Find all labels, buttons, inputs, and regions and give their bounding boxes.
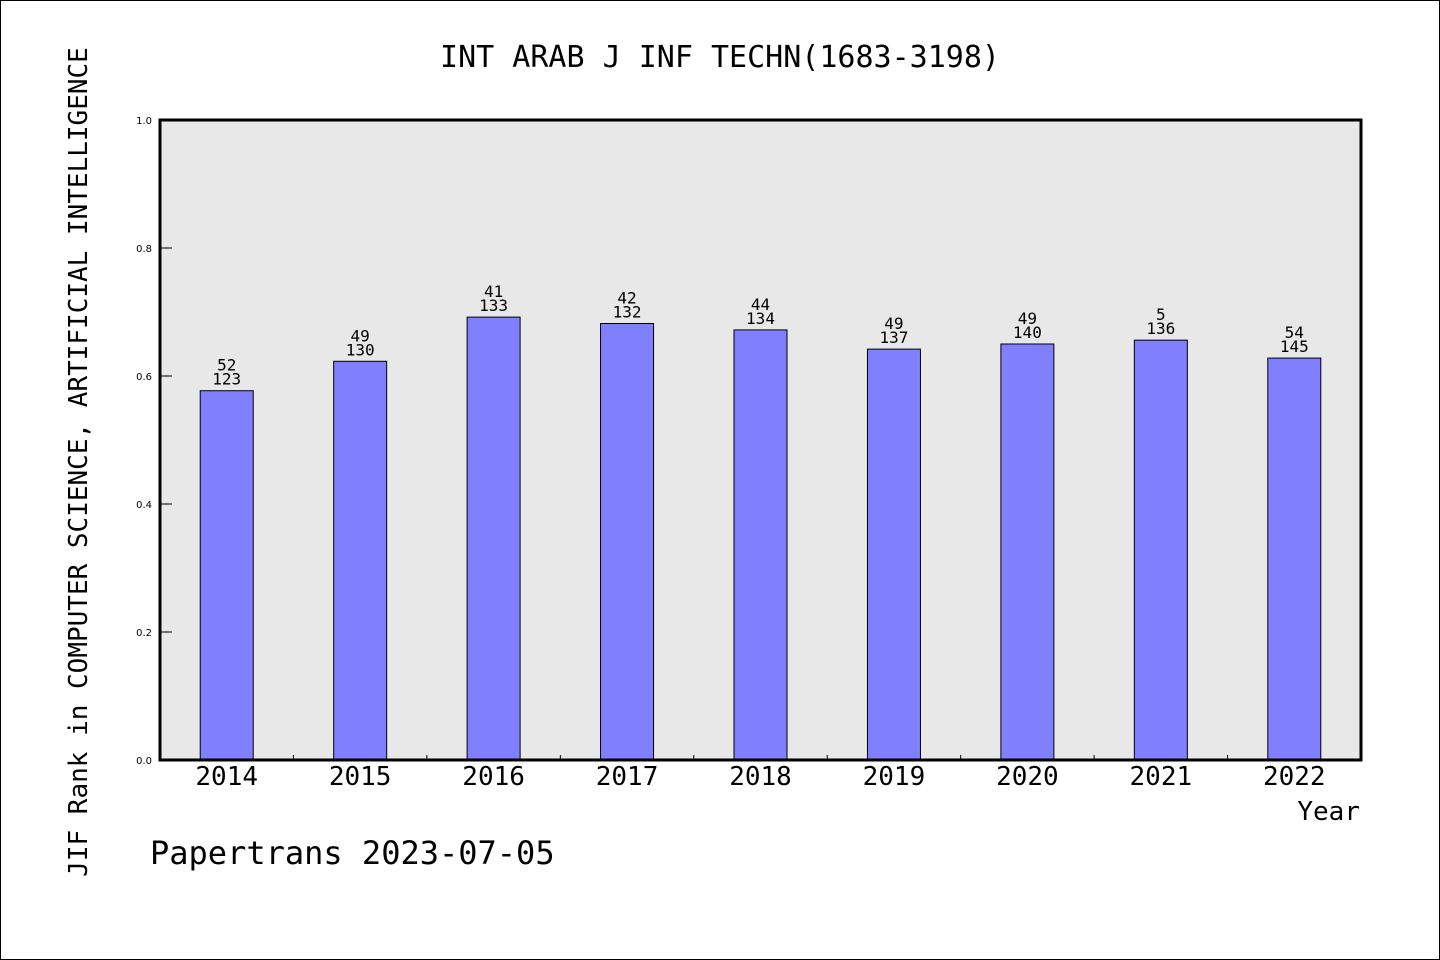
x-tick-label: 2019	[863, 762, 926, 792]
x-tick-label: 2020	[996, 762, 1059, 792]
x-tick-label: 2022	[1263, 762, 1326, 792]
bar	[600, 323, 655, 761]
bar-total-label: 136	[1146, 319, 1175, 338]
x-tick-label: 2018	[729, 762, 792, 792]
bar-total-label: 140	[1013, 323, 1042, 342]
y-tick-label: 0.0	[136, 756, 152, 767]
chart-title: INT ARAB J INF TECHN(1683-3198)	[440, 40, 1000, 75]
y-tick-label: 0.8	[136, 244, 152, 255]
bar	[1267, 357, 1322, 761]
y-tick-label: 1.0	[136, 116, 152, 127]
x-axis-label: Year	[1297, 797, 1360, 827]
bar-rank-label: 54	[1285, 323, 1304, 342]
x-axis-ticks: 2014 2015 2016 2017 2018 2019 2020 2021 2022	[195, 755, 1326, 792]
x-tick-label: 2017	[596, 762, 659, 792]
y-tick-label: 0.4	[136, 500, 152, 511]
bar-total-label: 133	[479, 296, 508, 315]
bar	[333, 360, 388, 761]
bar-rank-label: 41	[484, 282, 503, 301]
bar-total-label: 145	[1280, 337, 1309, 356]
bar	[1000, 343, 1055, 761]
x-tick-label: 2016	[462, 762, 525, 792]
y-tick-label: 0.2	[136, 628, 152, 639]
bar-rank-label: 42	[617, 289, 636, 308]
x-tick-label: 2015	[329, 762, 392, 792]
x-tick-label: 2021	[1130, 762, 1193, 792]
footer-watermark: Papertrans 2023-07-05	[150, 834, 555, 872]
bar	[866, 348, 921, 761]
bar-rank-label: 52	[217, 356, 236, 375]
bar-total-label: 137	[879, 328, 908, 347]
bar-rank-label: 49	[351, 326, 370, 345]
bar-rank-label: 44	[751, 295, 770, 314]
bar-rank-label: 5	[1156, 305, 1166, 324]
bar-total-label: 132	[613, 303, 642, 322]
bar-total-label: 130	[346, 340, 375, 359]
y-axis-label: JIF Rank in COMPUTER SCIENCE, ARTIFICIAL…	[64, 47, 94, 877]
x-tick-label: 2014	[195, 762, 258, 792]
bar-rank-label: 49	[1018, 309, 1037, 328]
bar-total-label: 134	[746, 309, 775, 328]
plot-border	[158, 118, 1363, 762]
bar	[466, 316, 521, 761]
bar	[1133, 339, 1188, 761]
bar	[199, 390, 254, 761]
bar-rank-label: 49	[884, 314, 903, 333]
y-axis-ticks: 0.0 0.2 0.4 0.6 0.8 1.0	[136, 116, 172, 767]
bar-total-label: 123	[212, 370, 241, 389]
bar	[733, 329, 788, 761]
y-tick-label: 0.6	[136, 372, 152, 383]
bars-group	[199, 316, 1322, 761]
